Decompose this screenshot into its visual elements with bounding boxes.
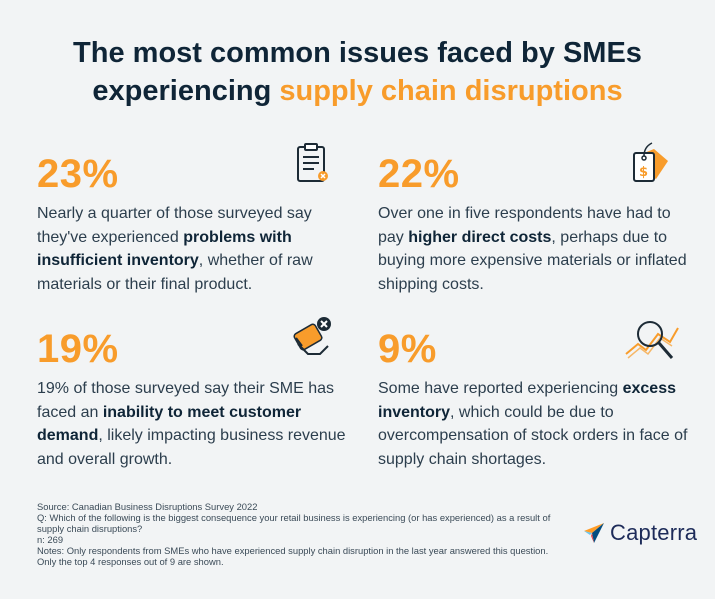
capterra-arrow-icon (584, 523, 604, 543)
footnote-sample-size: n: 269 (37, 534, 64, 545)
svg-text:$: $ (639, 165, 648, 180)
stat-card-insufficient-inventory: 23% Nearly a quarter of those surveyed s… (37, 152, 357, 296)
footnote-question: Q: Which of the following is the biggest… (37, 512, 551, 534)
magnifier-chart-icon (625, 321, 679, 359)
title-line-1: The most common issues faced by SMEs (73, 37, 642, 69)
stat-description: 19% of those surveyed say their SME has … (37, 377, 357, 471)
capterra-logo: Capterra (582, 520, 697, 546)
stat-description: Over one in five respondents have had to… (378, 202, 698, 296)
stat-text: Some have reported experiencing (378, 380, 623, 397)
stat-text: 19% of those surveyed say their SME has … (37, 380, 335, 421)
stat-text: Nearly a quarter of those surveyed say t… (37, 205, 312, 246)
stat-card-excess-inventory: 9% Some have reported experiencing exces… (378, 327, 698, 471)
footnote-source: Source: Canadian Business Disruptions Su… (37, 501, 258, 512)
stat-highlight: problems with insufficient inventory (37, 228, 292, 270)
footnote-notes: Notes: Only respondents from SMEs who ha… (37, 545, 549, 567)
stat-highlight: inability to meet customer demand (37, 403, 302, 445)
page-title: The most common issues faced by SMEs exp… (0, 34, 715, 110)
stat-percent: 19% (37, 327, 119, 371)
stat-card-customer-demand: 19% 19% of those surveyed say their SME … (37, 327, 357, 471)
footnote: Source: Canadian Business Disruptions Su… (37, 501, 552, 567)
stat-highlight: higher direct costs (408, 228, 552, 246)
stat-text: , likely impacting business revenue and … (37, 427, 346, 468)
payment-hand-icon (293, 317, 331, 355)
title-line-2-accent: supply chain disruptions (279, 75, 623, 107)
stat-description: Nearly a quarter of those surveyed say t… (37, 202, 357, 296)
stat-text: , perhaps due to buying more expensive m… (378, 228, 687, 293)
stat-text: Over one in five respondents have had to… (378, 205, 671, 246)
stat-text: , whether of raw materials or their fina… (37, 252, 313, 293)
stat-description: Some have reported experiencing excess i… (378, 377, 698, 471)
stat-percent: 22% (378, 152, 460, 196)
price-tag-icon: $ (633, 142, 668, 182)
stat-percent: 9% (378, 327, 437, 371)
stat-card-higher-direct-costs: 22% Over one in five respondents have ha… (378, 152, 698, 296)
capterra-logo-text: Capterra (610, 520, 698, 545)
stat-highlight: excess inventory (378, 380, 676, 421)
title-line-2-plain: experiencing (92, 75, 280, 107)
stat-percent: 23% (37, 152, 119, 196)
clipboard-icon (297, 143, 328, 182)
stat-text: , which could be due to overcompensation… (378, 403, 688, 468)
